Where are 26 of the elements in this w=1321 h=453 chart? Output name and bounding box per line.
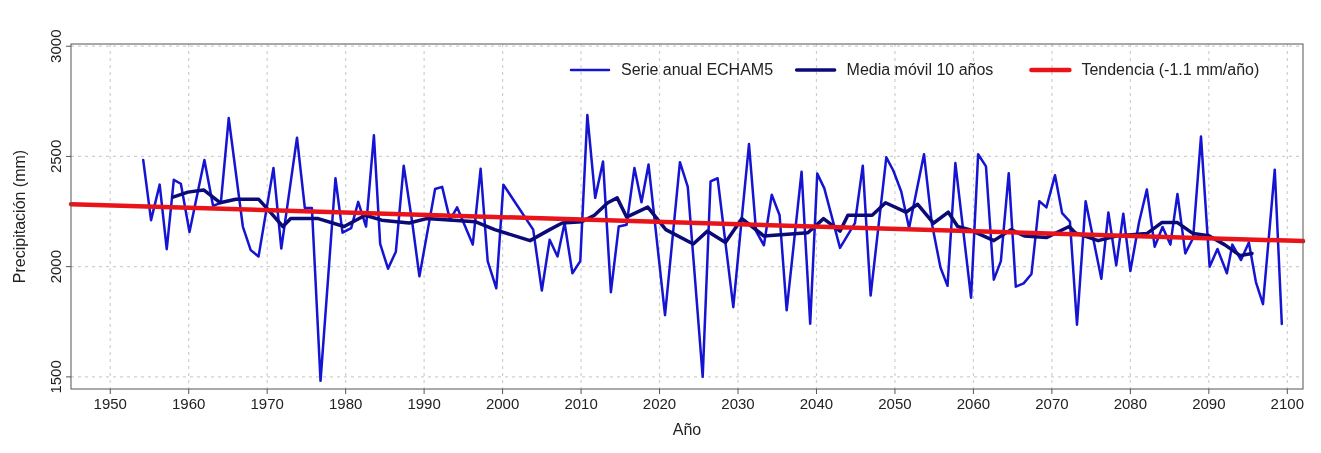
- x-tick-label: 1970: [250, 395, 284, 412]
- x-tick-label: 1960: [172, 395, 206, 412]
- y-tick-label: 1500: [47, 360, 64, 394]
- x-tick-label: 1980: [328, 395, 363, 412]
- legend-label: Tendencia (-1.1 mm/año): [1081, 61, 1260, 78]
- x-tick-label: 2070: [1035, 395, 1069, 412]
- x-tick-label: 2060: [956, 395, 991, 412]
- x-tick-label: 2040: [799, 395, 834, 412]
- x-axis-title: Año: [672, 421, 702, 438]
- y-tick-label: 3000: [47, 29, 64, 63]
- x-tick-label: 1990: [407, 395, 441, 412]
- x-tick-label: 2090: [1192, 395, 1226, 412]
- x-tick-label: 2050: [878, 395, 912, 412]
- x-tick-label: 2030: [721, 395, 755, 412]
- line-series: [141, 113, 1284, 383]
- y-tick-label: 2000: [47, 249, 64, 284]
- x-tick-label: 2010: [564, 395, 598, 412]
- x-tick-label: 2000: [485, 395, 520, 412]
- x-tick-label: 1950: [93, 395, 127, 412]
- x-tick-label: 2020: [642, 395, 677, 412]
- legend-label: Serie anual ECHAM5: [621, 61, 774, 78]
- x-tick-label: 2100: [1270, 395, 1304, 412]
- x-tick-label: 2080: [1113, 395, 1148, 412]
- legend-label: Media móvil 10 años: [846, 61, 994, 78]
- y-axis-title: Precipitación (mm): [11, 149, 28, 284]
- y-tick-label: 2500: [47, 139, 64, 174]
